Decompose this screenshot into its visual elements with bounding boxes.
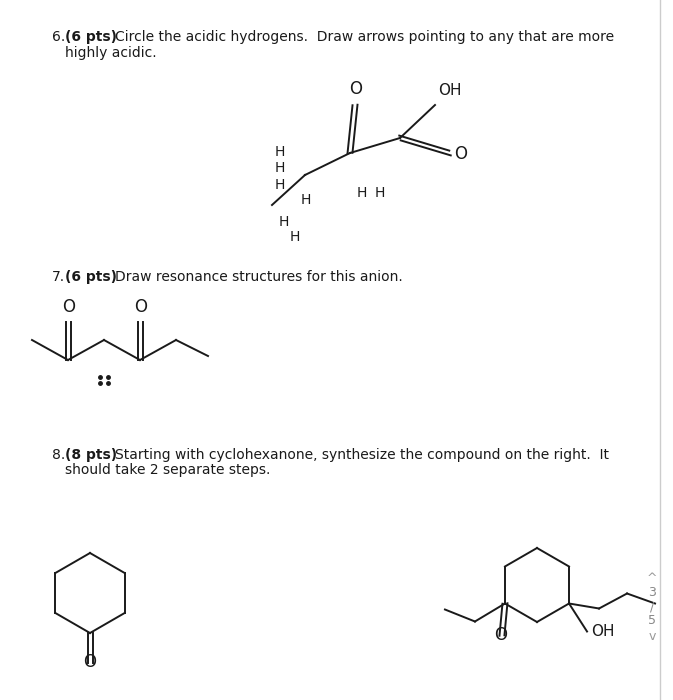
Text: H: H [275, 161, 285, 175]
Text: H: H [357, 186, 367, 200]
Text: O: O [495, 626, 507, 643]
Text: OH: OH [591, 624, 614, 638]
Text: H: H [375, 186, 385, 200]
Text: OH: OH [438, 83, 462, 98]
Text: O: O [83, 653, 96, 671]
Text: ^: ^ [647, 571, 658, 584]
Text: /: / [650, 601, 654, 613]
Text: should take 2 separate steps.: should take 2 separate steps. [65, 463, 271, 477]
Text: (8 pts): (8 pts) [65, 448, 117, 462]
Text: (6 pts): (6 pts) [65, 270, 117, 284]
Text: 5: 5 [648, 615, 656, 627]
Text: H: H [275, 145, 285, 159]
Text: O: O [135, 298, 147, 316]
Text: 8.: 8. [52, 448, 65, 462]
Text: H: H [301, 193, 311, 207]
Text: highly acidic.: highly acidic. [65, 46, 157, 60]
Text: H: H [275, 178, 285, 192]
Text: O: O [349, 80, 363, 98]
Text: O: O [63, 298, 75, 316]
Text: 7.: 7. [52, 270, 65, 284]
Text: O: O [454, 145, 467, 163]
Text: H: H [279, 215, 289, 229]
Text: v: v [648, 629, 656, 643]
Text: Draw resonance structures for this anion.: Draw resonance structures for this anion… [115, 270, 402, 284]
Text: 3: 3 [648, 587, 656, 599]
Text: (6 pts): (6 pts) [65, 30, 117, 44]
Text: H: H [290, 230, 300, 244]
Text: Circle the acidic hydrogens.  Draw arrows pointing to any that are more: Circle the acidic hydrogens. Draw arrows… [115, 30, 614, 44]
Text: Starting with cyclohexanone, synthesize the compound on the right.  It: Starting with cyclohexanone, synthesize … [115, 448, 609, 462]
Text: 6.: 6. [52, 30, 65, 44]
